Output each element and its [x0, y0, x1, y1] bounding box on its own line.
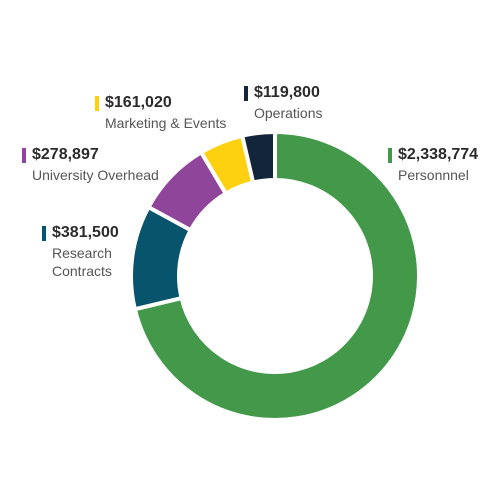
label-research-contracts: $381,500 Research Contracts	[42, 224, 122, 280]
label-value: $2,338,774	[398, 146, 479, 163]
label-name: Personnnel	[398, 167, 469, 183]
donut-slice-personnnel	[132, 130, 421, 422]
label-swatch	[95, 95, 99, 111]
label-operations: $119,800 Operations	[244, 84, 322, 122]
label-personnel: $2,338,774 Personnnel	[388, 146, 478, 184]
label-swatch	[42, 225, 46, 241]
label-value: $119,800	[254, 84, 320, 101]
label-name: Operations	[254, 105, 323, 121]
label-university-overhead: $278,897 University Overhead	[22, 146, 159, 184]
label-swatch	[388, 147, 392, 163]
label-value: $381,500	[52, 224, 119, 241]
label-name: Marketing & Events	[105, 115, 227, 131]
label-marketing-events: $161,020 Marketing & Events	[95, 94, 226, 132]
donut-slice-operations	[240, 130, 277, 185]
label-value: $278,897	[32, 146, 99, 163]
label-name: University Overhead	[32, 167, 159, 183]
label-swatch	[22, 147, 26, 163]
label-value: $161,020	[105, 94, 172, 111]
label-swatch	[244, 85, 248, 101]
label-name: Research Contracts	[52, 245, 112, 279]
